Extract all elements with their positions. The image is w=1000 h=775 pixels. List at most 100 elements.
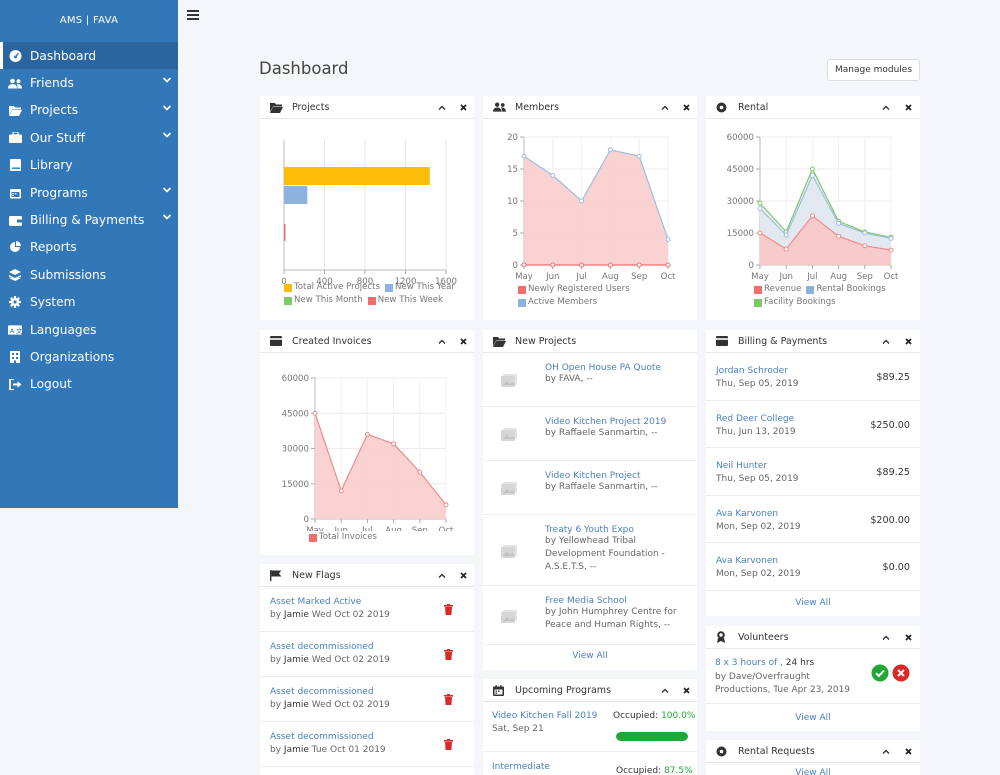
collapse-icon[interactable] — [881, 102, 891, 112]
payer-name[interactable]: Jordan Schroder — [716, 366, 788, 376]
trash-icon[interactable] — [444, 739, 453, 750]
volunteers-card: Volunteers 8 x 3 hours of , 24 hrs by Da… — [706, 626, 920, 731]
sidebar-item-programs[interactable]: Programs — [0, 179, 178, 206]
program-title[interactable]: Intermediate — [492, 762, 551, 772]
hamburger-menu-icon[interactable] — [187, 10, 199, 20]
trash-icon[interactable] — [444, 604, 453, 615]
collapse-icon[interactable] — [881, 746, 891, 756]
payer-name[interactable]: Ava Karvonen — [716, 556, 779, 566]
card-title: Billing & Payments — [738, 335, 828, 347]
project-title[interactable]: Free Media School — [545, 596, 627, 606]
table-row[interactable]: Ava Karvonen Mon, Sep 02, 2019 $200.00 — [706, 496, 920, 543]
project-title[interactable]: Video Kitchen Project 2019 — [545, 417, 667, 427]
collapse-icon[interactable] — [437, 102, 447, 112]
table-row[interactable]: Ava Karvonen Mon, Sep 02, 2019 $0.00 — [706, 543, 920, 591]
program-title[interactable]: Video Kitchen Fall 2019 — [492, 711, 598, 721]
close-icon[interactable] — [681, 102, 691, 112]
collapse-icon[interactable] — [881, 632, 891, 642]
list-item[interactable]: OH Open House PA Quote by FAVA, -- — [483, 353, 697, 407]
sidebar-item-projects[interactable]: Projects — [0, 97, 178, 124]
program-row[interactable]: Intermediate Occupied: 87.5% — [483, 752, 697, 775]
close-icon[interactable] — [903, 632, 913, 642]
flag-title[interactable]: Asset decommissioned — [270, 642, 374, 652]
project-title[interactable]: Video Kitchen Project — [545, 471, 641, 481]
sidebar-item-system[interactable]: System — [0, 289, 178, 316]
trash-icon[interactable] — [444, 649, 453, 660]
flag-title[interactable]: Asset decommissioned — [270, 732, 374, 742]
chevron-down-icon[interactable] — [162, 75, 172, 85]
volunteer-hours[interactable]: 8 x 3 hours of , 24 hrs — [715, 658, 815, 668]
chevron-down-icon[interactable] — [162, 185, 172, 195]
sidebar-item-languages[interactable]: A 文 Languages — [0, 316, 178, 343]
sidebar-item-dashboard[interactable]: Dashboard — [0, 42, 178, 70]
close-icon[interactable] — [903, 102, 913, 112]
sidebar-item-submissions[interactable]: Submissions — [0, 261, 178, 288]
card-title: Rental Requests — [738, 745, 815, 757]
list-item[interactable]: Treaty 6 Youth Expo by Yellowhead Tribal … — [483, 515, 697, 586]
close-icon[interactable] — [903, 746, 913, 756]
close-icon[interactable] — [458, 102, 468, 112]
manage-modules-button[interactable]: Manage modules — [827, 59, 920, 81]
table-row[interactable]: Jordan Schroder Thu, Sep 05, 2019 $89.25 — [706, 353, 920, 401]
payer-name[interactable]: Red Deer College — [716, 413, 795, 424]
sidebar-item-reports[interactable]: Reports — [0, 234, 178, 261]
collapse-icon[interactable] — [660, 685, 670, 695]
billing-view-all-link[interactable]: View All — [795, 598, 831, 608]
y-tick-label: 0 — [749, 261, 754, 271]
collapse-icon[interactable] — [660, 102, 670, 112]
volunteers-view-all-link[interactable]: View All — [795, 713, 831, 723]
x-tick-label: Aug — [385, 526, 402, 531]
sidebar-item-billing-payments[interactable]: Billing & Payments — [0, 206, 178, 233]
new-projects-view-all-link[interactable]: View All — [572, 651, 608, 661]
invoices-legend: Total Invoices — [309, 531, 469, 544]
flag-title[interactable]: Asset decommissioned — [270, 687, 374, 697]
project-owner: by Yellowhead Tribal Development Foundat… — [545, 536, 665, 572]
table-row[interactable]: Red Deer College Thu, Jun 13, 2019 $250.00 — [706, 401, 920, 448]
flag-title[interactable]: Asset Marked Active — [270, 597, 362, 607]
reject-x-icon[interactable] — [892, 664, 910, 682]
sidebar-item-library[interactable]: Library — [0, 152, 178, 179]
program-row[interactable]: Video Kitchen Fall 2019 Sat, Sep 21 Occu… — [483, 702, 697, 752]
table-row[interactable]: Neil Hunter Thu, Sep 05, 2019 $89.25 — [706, 448, 920, 496]
payer-name[interactable]: Neil Hunter — [716, 461, 768, 471]
sidebar-item-label: System — [30, 295, 76, 310]
point-total-invoices — [338, 488, 344, 494]
trash-icon[interactable] — [444, 694, 453, 705]
close-icon[interactable] — [903, 336, 913, 346]
close-icon[interactable] — [681, 685, 691, 695]
sidebar-item-friends[interactable]: Friends — [0, 69, 178, 96]
list-item[interactable]: Video Kitchen Project 2019 by Raffaele Sa… — [483, 407, 697, 461]
line-total-invoices — [314, 413, 447, 506]
payer-name[interactable]: Ava Karvonen — [716, 508, 779, 519]
payment-date: Thu, Jun 13, 2019 — [716, 426, 796, 437]
close-icon[interactable] — [458, 336, 468, 346]
project-title[interactable]: OH Open House PA Quote — [545, 363, 661, 373]
bar-new-this-year — [284, 186, 308, 204]
chevron-down-icon[interactable] — [162, 212, 172, 222]
point-rental-bookings — [783, 232, 789, 238]
close-icon[interactable] — [458, 570, 468, 580]
collapse-icon[interactable] — [437, 336, 447, 346]
sidebar-item-label: Logout — [30, 377, 72, 392]
list-item[interactable]: Video Kitchen Project by Raffaele Sanmart… — [483, 461, 697, 515]
collapse-icon[interactable] — [437, 570, 447, 580]
pie-chart-icon — [8, 241, 22, 254]
chevron-down-icon[interactable] — [162, 130, 172, 140]
sidebar-item-our-stuff[interactable]: Our Stuff — [0, 124, 178, 151]
rental-requests-view-all-link[interactable]: View All — [795, 768, 831, 775]
sidebar-item-organizations[interactable]: Organizations — [0, 343, 178, 370]
chevron-down-icon[interactable] — [162, 103, 172, 113]
sidebar-item-label: Organizations — [30, 349, 115, 364]
x-tick-label: May — [751, 272, 769, 282]
list-item[interactable]: Free Media School by John Humphrey Centre… — [483, 586, 697, 645]
point-active-members — [665, 236, 671, 242]
occupied-label: Occupied: 87.5% — [616, 766, 693, 775]
collapse-icon[interactable] — [881, 336, 891, 346]
project-title[interactable]: Treaty 6 Youth Expo — [545, 525, 634, 535]
sidebar-item-logout[interactable]: Logout — [0, 371, 178, 398]
image-placeholder-icon — [501, 544, 517, 558]
x-tick-label: Aug — [830, 272, 847, 282]
layers-icon — [8, 268, 22, 281]
approve-check-icon[interactable] — [871, 664, 889, 682]
x-tick-label: Jul — [361, 526, 372, 531]
